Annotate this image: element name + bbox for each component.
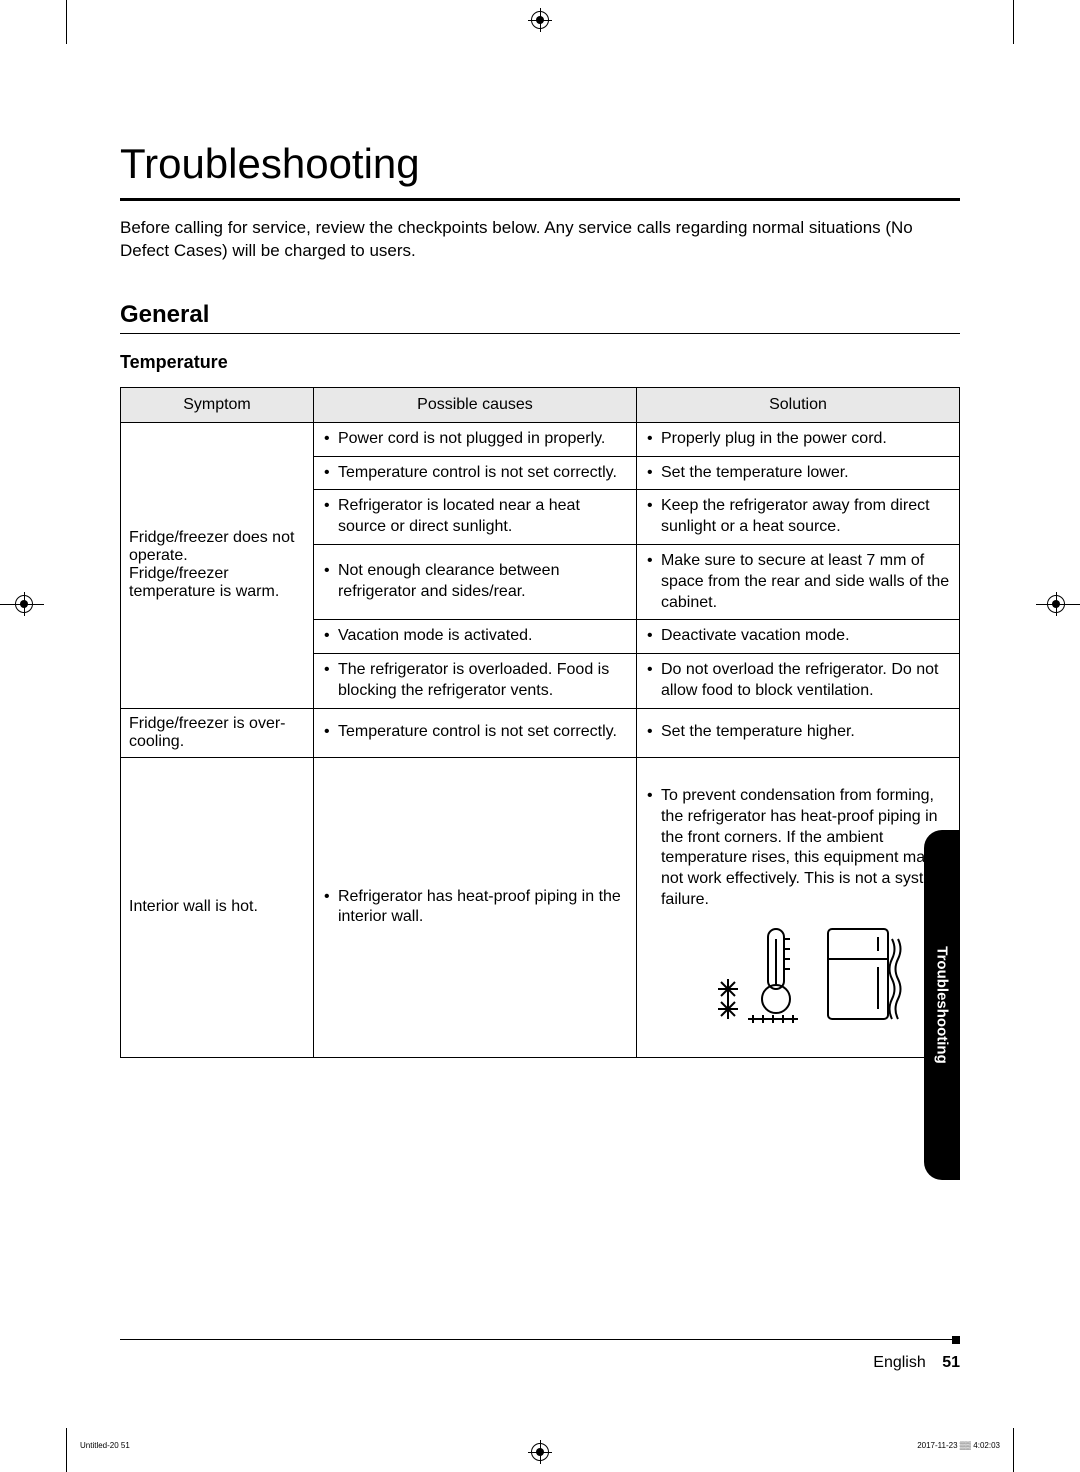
section-rule [120,333,960,334]
troubleshooting-table: Symptom Possible causes Solution Fridge/… [120,387,960,1058]
registration-mark-icon [1044,592,1068,616]
subsection-heading: Temperature [120,352,960,373]
symptom-cell: Interior wall is hot. [121,757,314,1057]
section-side-tab: Troubleshooting [924,830,960,1180]
table-row: Fridge/freezer is over-cooling. Temperat… [121,708,960,757]
cause-item: Vacation mode is activated. [338,626,628,647]
solution-cell: Properly plug in the power cord. [636,422,959,456]
cause-cell: The refrigerator is overloaded. Food is … [313,654,636,709]
crop-mark [66,1428,67,1472]
cause-cell: Not enough clearance between refrigerato… [313,545,636,620]
solution-cell: To prevent condensation from forming, th… [636,757,959,1057]
page-footer: English 51 [873,1354,960,1372]
section-heading: General [120,301,960,329]
solution-item: Set the temperature higher. [661,722,951,743]
table-header-row: Symptom Possible causes Solution [121,387,960,422]
print-info-left: Untitled-20 51 [80,1441,130,1450]
intro-text: Before calling for service, review the c… [120,217,960,263]
symptom-cell: Fridge/freezer is over-cooling. [121,708,314,757]
cause-item: Temperature control is not set correctly… [338,722,628,743]
solution-item: Properly plug in the power cord. [661,429,951,450]
cause-cell: Temperature control is not set correctly… [313,708,636,757]
cause-item: The refrigerator is overloaded. Food is … [338,660,628,702]
solution-item: Deactivate vacation mode. [661,626,951,647]
title-rule [120,198,960,201]
solution-item: Make sure to secure at least 7 mm of spa… [661,551,951,613]
cause-item: Refrigerator is located near a heat sour… [338,496,628,538]
print-info-right: 2017-11-23 ▒▒ 4:02:03 [917,1441,1000,1450]
solution-cell: Deactivate vacation mode. [636,620,959,654]
solution-cell: Do not overload the refrigerator. Do not… [636,654,959,709]
crop-mark [1013,1428,1014,1472]
solution-cell: Keep the refrigerator away from direct s… [636,490,959,545]
footer-page-number: 51 [942,1354,960,1371]
registration-mark-icon [528,8,552,32]
cause-cell: Refrigerator is located near a heat sour… [313,490,636,545]
cause-cell: Vacation mode is activated. [313,620,636,654]
solution-item: To prevent condensation from forming, th… [661,786,951,911]
solution-cell: Set the temperature lower. [636,456,959,490]
page-title: Troubleshooting [120,140,960,188]
crop-mark [1013,0,1014,44]
cause-item: Refrigerator has heat-proof piping in th… [338,887,628,929]
solution-item: Keep the refrigerator away from direct s… [661,496,951,538]
thermometer-fridge-icon [688,919,908,1029]
cause-item: Power cord is not plugged in properly. [338,429,628,450]
cause-item: Temperature control is not set correctly… [338,463,628,484]
symptom-cell: Fridge/freezer does not operate. Fridge/… [121,422,314,708]
cause-item: Not enough clearance between refrigerato… [338,561,628,603]
cause-cell: Refrigerator has heat-proof piping in th… [313,757,636,1057]
solution-cell: Set the temperature higher. [636,708,959,757]
solution-cell: Make sure to secure at least 7 mm of spa… [636,545,959,620]
cause-cell: Temperature control is not set correctly… [313,456,636,490]
crop-mark [66,0,67,44]
registration-mark-icon [528,1440,552,1464]
col-header-symptom: Symptom [121,387,314,422]
solution-item: Do not overload the refrigerator. Do not… [661,660,951,702]
registration-mark-icon [12,592,36,616]
footer-language: English [873,1354,925,1371]
table-row: Interior wall is hot. Refrigerator has h… [121,757,960,1057]
table-row: Fridge/freezer does not operate. Fridge/… [121,422,960,456]
cause-cell: Power cord is not plugged in properly. [313,422,636,456]
col-header-causes: Possible causes [313,387,636,422]
col-header-solution: Solution [636,387,959,422]
footer-rule [120,1339,960,1340]
side-tab-label: Troubleshooting [934,946,951,1064]
page-content: Troubleshooting Before calling for servi… [120,140,960,1372]
solution-item: Set the temperature lower. [661,463,951,484]
